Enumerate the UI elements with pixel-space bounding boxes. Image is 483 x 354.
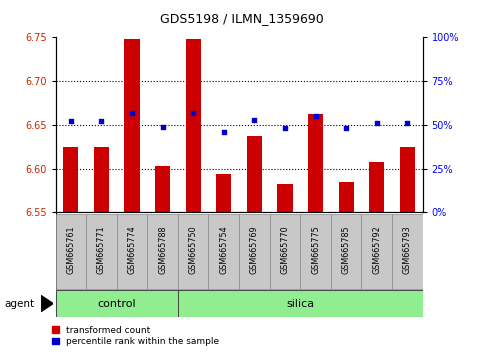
FancyBboxPatch shape xyxy=(56,214,86,289)
FancyBboxPatch shape xyxy=(331,214,361,289)
Text: GSM665754: GSM665754 xyxy=(219,225,228,274)
Bar xyxy=(185,39,201,212)
Point xyxy=(403,120,411,126)
Text: GSM665785: GSM665785 xyxy=(341,225,351,274)
FancyBboxPatch shape xyxy=(178,290,423,317)
FancyBboxPatch shape xyxy=(117,214,147,289)
Point xyxy=(159,124,167,129)
Bar xyxy=(63,147,78,212)
FancyBboxPatch shape xyxy=(178,214,209,289)
Legend: transformed count, percentile rank within the sample: transformed count, percentile rank withi… xyxy=(48,322,223,349)
Point xyxy=(251,117,258,122)
Point xyxy=(220,129,227,135)
Bar xyxy=(155,166,170,212)
Point xyxy=(98,119,105,124)
Point xyxy=(67,119,75,124)
Text: GSM665788: GSM665788 xyxy=(158,225,167,274)
Text: GSM665774: GSM665774 xyxy=(128,225,137,274)
Text: GSM665750: GSM665750 xyxy=(189,225,198,274)
Bar xyxy=(125,39,140,212)
Bar xyxy=(369,162,384,212)
Bar xyxy=(308,114,323,212)
FancyBboxPatch shape xyxy=(86,214,117,289)
FancyBboxPatch shape xyxy=(239,214,270,289)
Bar xyxy=(216,174,231,212)
Bar xyxy=(277,184,293,212)
Text: GDS5198 / ILMN_1359690: GDS5198 / ILMN_1359690 xyxy=(159,12,324,25)
FancyBboxPatch shape xyxy=(209,214,239,289)
Text: GSM665771: GSM665771 xyxy=(97,225,106,274)
Text: agent: agent xyxy=(5,298,35,309)
Text: GSM665769: GSM665769 xyxy=(250,225,259,274)
Point xyxy=(128,110,136,115)
Point xyxy=(189,110,197,115)
FancyBboxPatch shape xyxy=(270,214,300,289)
Point xyxy=(281,125,289,131)
FancyBboxPatch shape xyxy=(392,214,423,289)
FancyBboxPatch shape xyxy=(361,214,392,289)
Bar xyxy=(400,147,415,212)
Polygon shape xyxy=(41,296,53,312)
FancyBboxPatch shape xyxy=(56,290,178,317)
Text: GSM665793: GSM665793 xyxy=(403,225,412,274)
Text: control: control xyxy=(98,298,136,309)
FancyBboxPatch shape xyxy=(147,214,178,289)
Text: GSM665761: GSM665761 xyxy=(66,225,75,274)
Point xyxy=(373,120,381,126)
Text: GSM665792: GSM665792 xyxy=(372,225,381,274)
Text: GSM665775: GSM665775 xyxy=(311,225,320,274)
Text: GSM665770: GSM665770 xyxy=(281,225,289,274)
Bar xyxy=(247,136,262,212)
Bar xyxy=(339,182,354,212)
Bar xyxy=(94,147,109,212)
FancyBboxPatch shape xyxy=(300,214,331,289)
Text: silica: silica xyxy=(286,298,314,309)
Point xyxy=(312,113,319,119)
Point xyxy=(342,125,350,131)
